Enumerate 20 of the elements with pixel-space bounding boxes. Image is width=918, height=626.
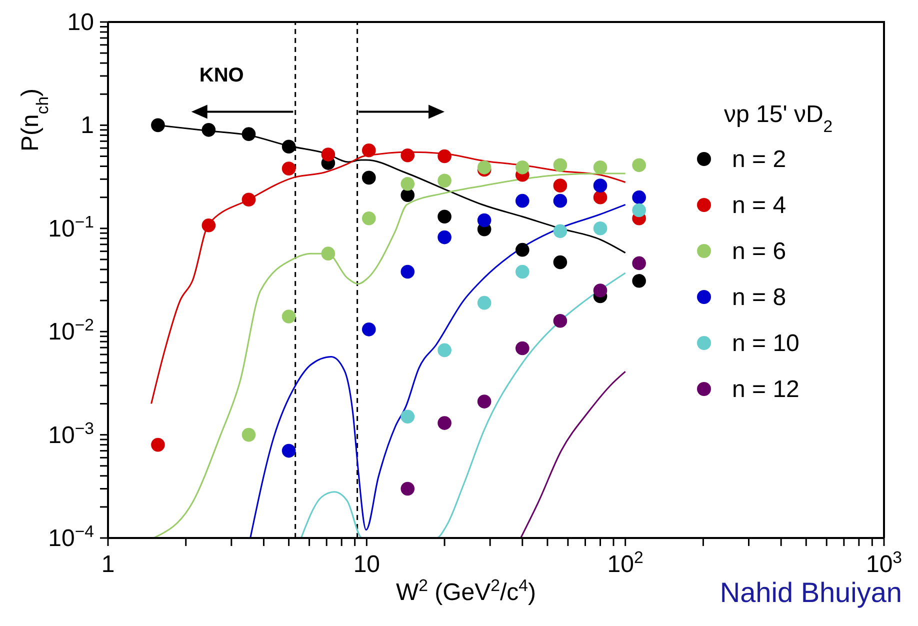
legend-label: n = 10 bbox=[732, 330, 800, 357]
x-tick-label: 10 bbox=[353, 551, 380, 578]
x-axis-title: W$^{2}$ (GeV$^{2}$/c$^{4}$) bbox=[396, 576, 536, 606]
legend-label: n = 4 bbox=[732, 192, 786, 219]
y-tick-label: 10$^{−3}$ bbox=[48, 418, 94, 449]
y-tick-label: 10 bbox=[67, 9, 94, 36]
y-tick-label: 10$^{−2}$ bbox=[48, 315, 94, 346]
text: Nahid Bhuiyan bbox=[720, 577, 902, 608]
x-tick-label: 10$^{2}$ bbox=[607, 548, 644, 578]
y-tick-label: 10$^{−1}$ bbox=[48, 212, 94, 242]
legend-title: νp 15' νD$_{2}$ bbox=[724, 101, 833, 136]
y-tick-label: 10$^{−4}$ bbox=[48, 522, 94, 552]
legend-label: n = 12 bbox=[732, 376, 800, 403]
x-tick-label: 10$^{3}$ bbox=[866, 548, 902, 578]
legend-label: n = 8 bbox=[732, 284, 786, 311]
annotation: KNO bbox=[199, 64, 244, 87]
legend-label: n = 2 bbox=[732, 146, 786, 173]
x-tick-label: 1 bbox=[101, 551, 115, 578]
y-tick-label: 1 bbox=[80, 112, 94, 140]
legend-label: n = 6 bbox=[732, 238, 786, 265]
